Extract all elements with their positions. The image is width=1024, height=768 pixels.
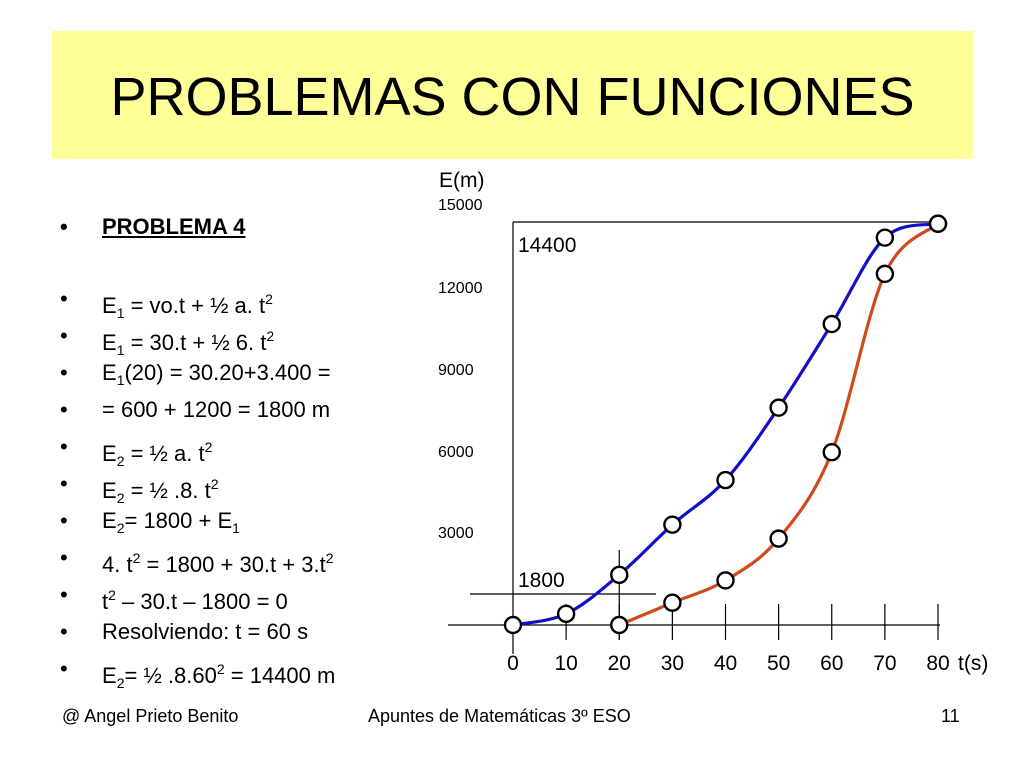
bullet-text: 1 — [116, 305, 125, 321]
data-point — [716, 470, 735, 490]
bullet-text: 2 — [266, 328, 275, 344]
bullet-text: 2 — [325, 550, 334, 566]
bullet-text: t — [102, 589, 109, 614]
x-tick-label: 60 — [820, 652, 843, 675]
bullet-text: 2 — [265, 291, 273, 307]
bullet-text: = 600 + 1200 = 1800 m — [102, 397, 331, 422]
title-banner: PROBLEMAS CON FUNCIONES — [52, 31, 973, 159]
bullet-text: = 30.t + ½ 6. t — [124, 330, 267, 355]
bullet-text: 2 — [116, 520, 125, 536]
bullet-text: 2 — [204, 439, 213, 455]
x-tick-label: 30 — [661, 652, 684, 675]
bullet-text: E — [102, 441, 117, 466]
bullet-text: = 1800 + 30.t + 3.t — [140, 552, 326, 577]
bullet-text: 1 — [116, 372, 125, 388]
x-tick-label: 0 — [507, 652, 519, 675]
bullet-text: E — [102, 508, 117, 533]
data-point — [928, 214, 948, 233]
data-point — [875, 228, 895, 247]
x-tick-label: 10 — [554, 652, 577, 675]
bullet-text: E — [102, 330, 117, 355]
bullet-item: t2 – 30.t – 1800 = 0 — [58, 580, 335, 617]
bullet-item: Resolviendo: t = 60 s — [58, 617, 335, 654]
series-line — [512, 222, 939, 627]
bullet-text: = ½ a. t — [124, 441, 205, 466]
footer: @ Angel Prieto Benito Apuntes de Matemát… — [0, 706, 1024, 736]
bullet-item: = 600 + 1200 = 1800 m — [58, 395, 335, 432]
data-point — [822, 314, 841, 334]
data-point — [610, 615, 629, 635]
bullet-text: E — [102, 293, 117, 318]
slide-title: PROBLEMAS CON FUNCIONES — [110, 67, 915, 127]
y-axis-label: E(m) — [439, 169, 485, 192]
footer-author: @ Angel Prieto Benito — [62, 706, 239, 726]
bullet-text: 2 — [116, 490, 125, 506]
bullet-item: E1 = vo.t + ½ a. t2 — [58, 284, 335, 321]
y-tick-label: 9000 — [438, 362, 474, 379]
y-tick-label: 6000 — [438, 444, 474, 461]
bullet-text: E — [102, 478, 117, 503]
data-point — [556, 604, 576, 624]
data-point — [875, 264, 895, 284]
bullet-text: E — [102, 360, 117, 385]
data-point — [769, 398, 788, 417]
bullet-text: E — [102, 663, 117, 688]
bullet-item: E2 = ½ .8. t2 — [58, 469, 335, 506]
bullet-item: 4. t2 = 1800 + 30.t + 3.t2 — [58, 543, 335, 580]
bullet-text: 1 — [116, 342, 125, 358]
bullet-text: – 30.t – 1800 = 0 — [115, 589, 288, 614]
bullet-text: 1 — [232, 520, 240, 536]
bullet-text: 2 — [132, 550, 141, 566]
bullet-text: = ½ .8.60 — [124, 663, 217, 688]
bullet-text: = ½ .8. t — [124, 478, 211, 503]
data-point — [769, 529, 788, 548]
bullet-text: 2 — [116, 675, 125, 691]
bullet-item: E2 = ½ a. t2 — [58, 432, 335, 469]
bullet-list: PROBLEMA 4E1 = vo.t + ½ a. t2E1 = 30.t +… — [58, 212, 335, 691]
chart-curves — [512, 222, 940, 627]
data-point — [610, 565, 629, 585]
y-tick-label: 15000 — [438, 197, 483, 214]
value-annotation: 14400 — [518, 234, 576, 257]
chart-labels: 15000 12000 9000 6000 3000 E(m) 0 10 20 30 40 50 60 7… — [438, 169, 988, 675]
data-point — [663, 593, 682, 612]
data-point — [503, 615, 523, 635]
x-tick-label: 70 — [873, 652, 896, 675]
bullet-text: = 14400 m — [224, 663, 336, 688]
bullet-item: E1(20) = 30.20+3.400 = — [58, 358, 335, 395]
x-axis-label: t(s) — [958, 652, 988, 675]
y-tick-label: 3000 — [438, 525, 474, 542]
bullet-text: 2 — [116, 453, 125, 469]
footer-page-number: 11 — [941, 706, 960, 726]
bullet-text: 2 — [216, 661, 225, 677]
bullet-item: E2= 1800 + E1 — [58, 506, 335, 543]
bullet-text: 2 — [108, 587, 116, 603]
y-tick-label: 12000 — [438, 280, 483, 297]
x-tick-label: 20 — [608, 652, 631, 675]
bullet-item: E1 = 30.t + ½ 6. t2 — [58, 321, 335, 358]
chart-points — [503, 214, 948, 635]
bullet-text: Resolviendo: t = 60 s — [102, 619, 309, 644]
bullet-text: = vo.t + ½ a. t — [124, 293, 266, 318]
data-point — [822, 443, 841, 462]
bullet-text: 4. t — [102, 552, 133, 577]
footer-course: Apuntes de Matemáticas 3º ESO — [368, 706, 631, 726]
x-tick-label: 50 — [767, 652, 790, 675]
series-line — [618, 222, 940, 627]
bullet-item: E2= ½ .8.602 = 14400 m — [58, 654, 335, 691]
data-point — [716, 571, 735, 590]
problem-heading: PROBLEMA 4 — [58, 212, 335, 284]
bullet-text: = 1800 + E — [124, 508, 233, 533]
x-tick-label: 80 — [926, 652, 949, 675]
x-tick-label: 40 — [714, 652, 737, 675]
bullet-text: PROBLEMA 4 — [102, 214, 246, 239]
bullet-text: (20) = 30.20+3.400 = — [124, 360, 331, 385]
data-point — [663, 515, 682, 534]
value-annotation: 1800 — [518, 569, 565, 592]
bullet-text: 2 — [210, 476, 219, 492]
